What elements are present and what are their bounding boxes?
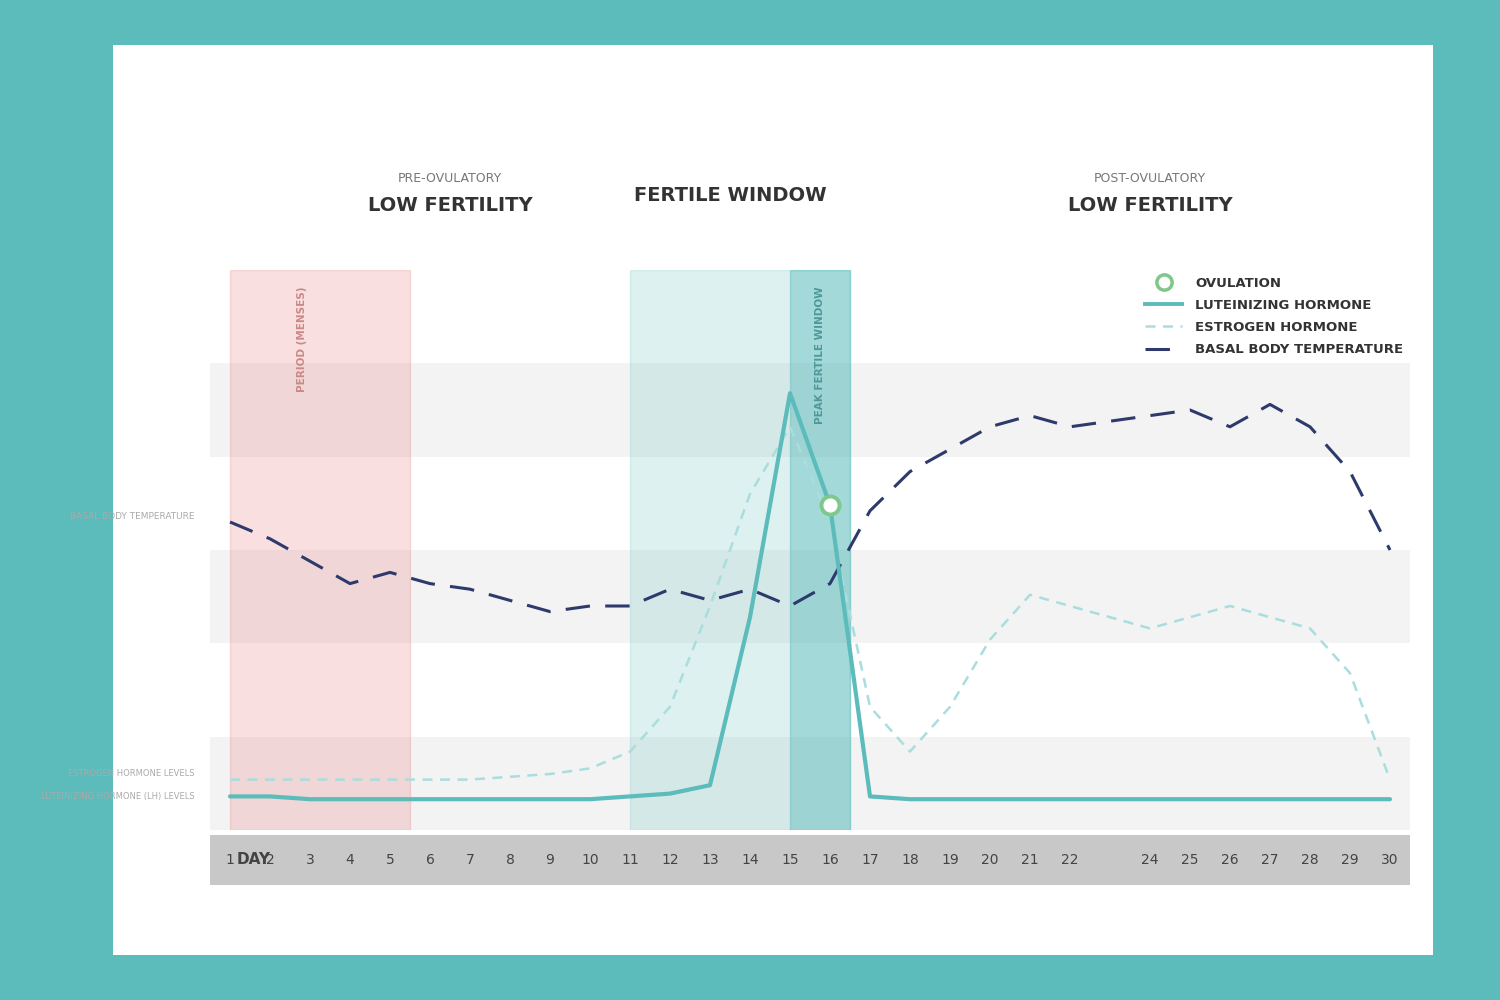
- Text: 16: 16: [821, 853, 839, 867]
- Bar: [210, 643, 1410, 737]
- Bar: [210, 270, 1410, 363]
- Text: FERTILE WINDOW: FERTILE WINDOW: [633, 186, 827, 205]
- Text: PRE-OVULATORY: PRE-OVULATORY: [398, 172, 502, 185]
- Bar: [210, 457, 1410, 550]
- Text: 8: 8: [506, 853, 515, 867]
- Text: 6: 6: [426, 853, 435, 867]
- Text: ESTROGEN HORMONE LEVELS: ESTROGEN HORMONE LEVELS: [69, 770, 195, 778]
- Text: 7: 7: [465, 853, 474, 867]
- Text: 3: 3: [306, 853, 315, 867]
- Text: 5: 5: [386, 853, 394, 867]
- Text: 28: 28: [1300, 853, 1318, 867]
- Text: POST-OVULATORY: POST-OVULATORY: [1094, 172, 1206, 185]
- Bar: [230, 270, 410, 830]
- Text: 14: 14: [741, 853, 759, 867]
- Bar: [630, 270, 850, 830]
- Text: LUTEINIZING HORMONE (LH) LEVELS: LUTEINIZING HORMONE (LH) LEVELS: [42, 792, 195, 801]
- Text: 15: 15: [782, 853, 800, 867]
- Text: 4: 4: [345, 853, 354, 867]
- Text: 1: 1: [225, 853, 234, 867]
- Legend: OVULATION, LUTEINIZING HORMONE, ESTROGEN HORMONE, BASAL BODY TEMPERATURE: OVULATION, LUTEINIZING HORMONE, ESTROGEN…: [1144, 277, 1404, 356]
- Text: 29: 29: [1341, 853, 1359, 867]
- Text: 17: 17: [861, 853, 879, 867]
- Text: DAY: DAY: [237, 852, 270, 867]
- Text: LOW FERTILITY: LOW FERTILITY: [368, 196, 532, 215]
- Text: 13: 13: [700, 853, 718, 867]
- Bar: [210, 550, 1410, 643]
- Text: 18: 18: [902, 853, 920, 867]
- Text: 19: 19: [940, 853, 958, 867]
- Text: LOW FERTILITY: LOW FERTILITY: [1068, 196, 1233, 215]
- Bar: [790, 270, 850, 830]
- Text: 10: 10: [580, 853, 598, 867]
- Text: 24: 24: [1142, 853, 1158, 867]
- Text: 21: 21: [1022, 853, 1040, 867]
- Text: PERIOD (MENSES): PERIOD (MENSES): [297, 287, 307, 392]
- Text: 20: 20: [981, 853, 999, 867]
- Text: 9: 9: [546, 853, 555, 867]
- Text: 12: 12: [662, 853, 680, 867]
- Text: 25: 25: [1182, 853, 1198, 867]
- Text: 26: 26: [1221, 853, 1239, 867]
- Text: PEAK FERTILE WINDOW: PEAK FERTILE WINDOW: [815, 287, 825, 424]
- Text: 30: 30: [1382, 853, 1398, 867]
- Text: 11: 11: [621, 853, 639, 867]
- Text: 22: 22: [1062, 853, 1078, 867]
- Text: 27: 27: [1262, 853, 1278, 867]
- Text: 2: 2: [266, 853, 274, 867]
- Bar: [210, 737, 1410, 830]
- Text: BASAL BODY TEMPERATURE: BASAL BODY TEMPERATURE: [70, 512, 195, 521]
- Bar: [210, 363, 1410, 457]
